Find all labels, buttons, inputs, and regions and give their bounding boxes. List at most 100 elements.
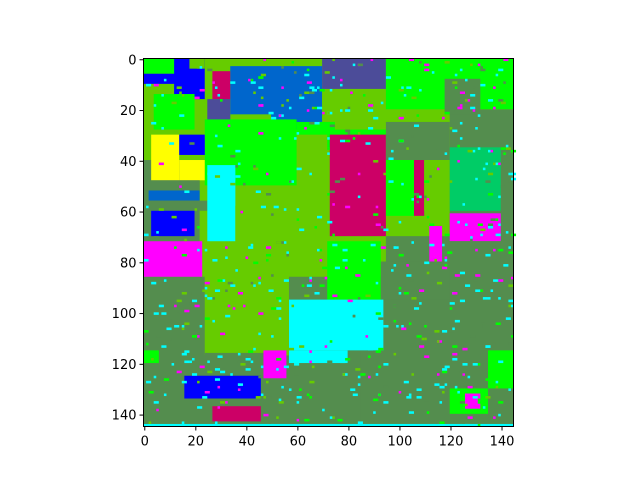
heatmap-pixel (191, 299, 198, 303)
heatmap-pixel (181, 352, 187, 356)
heatmap-pixel (396, 355, 399, 358)
heatmap-pixel (202, 396, 208, 399)
heatmap-pixel (250, 281, 254, 285)
heatmap-pixel (314, 226, 318, 229)
heatmap-pixel (401, 324, 404, 328)
heatmap-pixel (347, 299, 353, 303)
heatmap-pixel (332, 76, 335, 79)
heatmap-region (487, 350, 514, 389)
heatmap-pixel (475, 274, 481, 277)
heatmap-pixel (260, 96, 264, 100)
heatmap-pixel (309, 172, 312, 176)
heatmap-pixel (265, 253, 272, 257)
heatmap-pixel (166, 337, 172, 341)
heatmap-pixel (153, 375, 157, 379)
heatmap-pixel (459, 91, 466, 95)
heatmap-pixel (477, 147, 481, 150)
heatmap-pixel (495, 385, 499, 389)
heatmap-pixel (309, 380, 315, 384)
heatmap-pixel (288, 106, 292, 110)
heatmap-pixel (268, 111, 274, 115)
heatmap-pixel (470, 63, 473, 67)
heatmap-pixel (276, 241, 282, 244)
heatmap-pixel (352, 99, 356, 102)
heatmap-pixel (283, 279, 289, 282)
heatmap-pixel (309, 396, 312, 399)
heatmap-pixel (260, 205, 266, 209)
heatmap-pixel (296, 218, 300, 221)
heatmap-pixel (385, 76, 392, 79)
heatmap-pixel (265, 172, 269, 176)
heatmap-pixel (278, 401, 284, 404)
heatmap-pixel (217, 406, 221, 409)
heatmap-region (322, 88, 386, 120)
heatmap-pixel (240, 363, 246, 366)
heatmap-pixel (220, 370, 226, 374)
heatmap-pixel (306, 109, 310, 112)
heatmap-pixel (235, 149, 241, 153)
heatmap-pixel (253, 347, 256, 351)
heatmap-pixel (434, 383, 440, 386)
heatmap-pixel (255, 396, 261, 399)
heatmap-pixel (243, 182, 246, 186)
heatmap-pixel (345, 324, 351, 328)
heatmap-pixel (465, 78, 468, 82)
heatmap-pixel (207, 172, 210, 176)
heatmap-pixel (220, 401, 226, 404)
heatmap-pixel (181, 291, 187, 295)
heatmap-pixel (199, 324, 203, 328)
heatmap-pixel (498, 279, 504, 282)
heatmap-pixel (383, 172, 386, 176)
heatmap-pixel (258, 375, 264, 379)
heatmap-pixel (179, 185, 182, 188)
heatmap-pixel (444, 61, 450, 64)
heatmap-pixel (347, 132, 351, 135)
heatmap-pixel (271, 274, 274, 277)
heatmap-pixel (485, 180, 491, 183)
heatmap-pixel (444, 233, 450, 237)
heatmap-pixel (345, 109, 351, 112)
heatmap-pixel (375, 373, 379, 376)
heatmap-pixel (477, 423, 481, 427)
heatmap-pixel (319, 88, 325, 92)
heatmap-pixel (220, 286, 226, 290)
heatmap-pixel (253, 261, 259, 265)
heatmap-pixel (498, 294, 504, 298)
heatmap-pixel (411, 297, 417, 300)
heatmap-pixel (482, 297, 488, 300)
heatmap-pixel (424, 68, 430, 72)
heatmap-pixel (391, 269, 394, 272)
heatmap-pixel (413, 124, 420, 128)
heatmap-pixel (444, 264, 448, 267)
heatmap-pixel (500, 185, 506, 188)
x-tick-label: 120 (439, 435, 464, 450)
heatmap-pixel (449, 302, 455, 305)
heatmap-pixel (153, 312, 159, 315)
heatmap-pixel (498, 413, 501, 417)
heatmap-pixel (459, 121, 463, 125)
heatmap-pixel (156, 317, 159, 320)
heatmap-pixel (378, 347, 384, 351)
heatmap-pixel (181, 264, 187, 267)
heatmap-pixel (230, 177, 236, 181)
heatmap-pixel (230, 182, 236, 186)
heatmap-pixel (273, 205, 279, 209)
heatmap-pixel (472, 363, 478, 366)
heatmap-pixel (429, 223, 435, 227)
axes-frame (143, 58, 514, 427)
heatmap-pixel (459, 137, 463, 140)
heatmap-pixel (498, 99, 504, 102)
heatmap-pixel (294, 337, 300, 341)
heatmap-pixel (225, 246, 228, 249)
heatmap-pixel (411, 373, 414, 376)
heatmap-pixel (197, 248, 200, 252)
y-tick-label: 100 (112, 307, 137, 322)
heatmap-pixel (171, 363, 175, 366)
heatmap-region (288, 299, 384, 351)
heatmap-pixel (444, 365, 450, 369)
heatmap-pixel (493, 416, 496, 419)
heatmap-pixel (454, 109, 458, 112)
heatmap-pixel (498, 223, 501, 227)
heatmap-pixel (161, 345, 167, 348)
heatmap-pixel (327, 220, 333, 224)
